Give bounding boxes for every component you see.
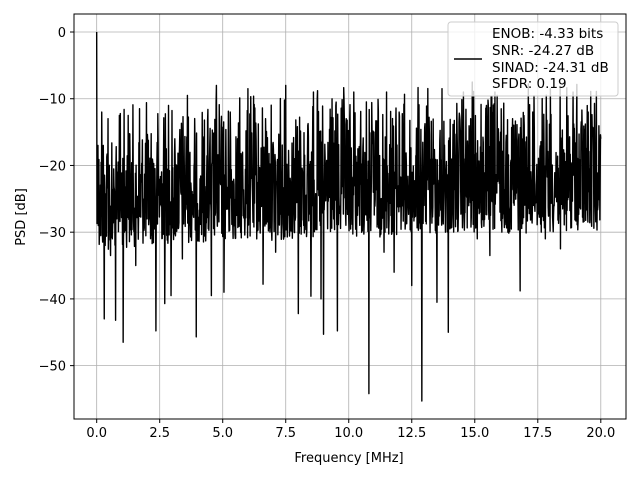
y-tick-label: −10 xyxy=(39,93,66,108)
plot-border xyxy=(73,13,627,420)
legend-text-line-4: SFDR: 0.19 xyxy=(492,76,567,92)
y-tick-label: 0 xyxy=(58,26,66,41)
x-axis-label: Frequency [MHz] xyxy=(294,451,403,466)
psd-series-line xyxy=(95,32,602,402)
y-axis-ticks: 0 −10 −20 −30 −40 −50 xyxy=(39,26,74,375)
x-tick-label: 15.0 xyxy=(460,426,489,441)
x-tick-label: 0.0 xyxy=(86,426,107,441)
series-layer xyxy=(95,32,602,402)
legend-text-line-2: SNR: -24.27 dB xyxy=(492,43,594,59)
legend: ENOB: -4.33 bits SNR: -24.27 dB SINAD: -… xyxy=(447,21,619,97)
x-tick-label: 17.5 xyxy=(523,426,552,441)
y-tick-label: −20 xyxy=(39,159,66,174)
x-tick-label: 7.5 xyxy=(275,426,296,441)
legend-text-line-3: SINAD: -24.31 dB xyxy=(492,60,609,76)
y-axis-label: PSD [dB] xyxy=(14,188,29,246)
x-tick-label: 12.5 xyxy=(397,426,426,441)
x-axis-ticks: 0.0 2.5 5.0 7.5 10.0 12.5 15.0 17.5 20.0 xyxy=(86,419,615,441)
x-tick-label: 20.0 xyxy=(586,426,615,441)
legend-text-line-1: ENOB: -4.33 bits xyxy=(492,26,603,42)
x-tick-label: 2.5 xyxy=(149,426,170,441)
x-tick-label: 10.0 xyxy=(334,426,363,441)
y-tick-label: −30 xyxy=(39,226,66,241)
x-tick-label: 5.0 xyxy=(212,426,233,441)
y-tick-label: −40 xyxy=(39,293,66,308)
y-tick-label: −50 xyxy=(39,360,66,375)
legend-box xyxy=(447,21,619,97)
